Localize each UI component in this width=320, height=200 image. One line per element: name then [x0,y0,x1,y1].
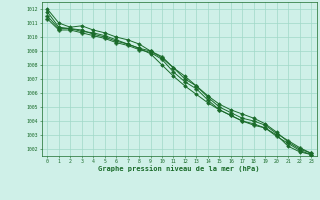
X-axis label: Graphe pression niveau de la mer (hPa): Graphe pression niveau de la mer (hPa) [99,166,260,172]
